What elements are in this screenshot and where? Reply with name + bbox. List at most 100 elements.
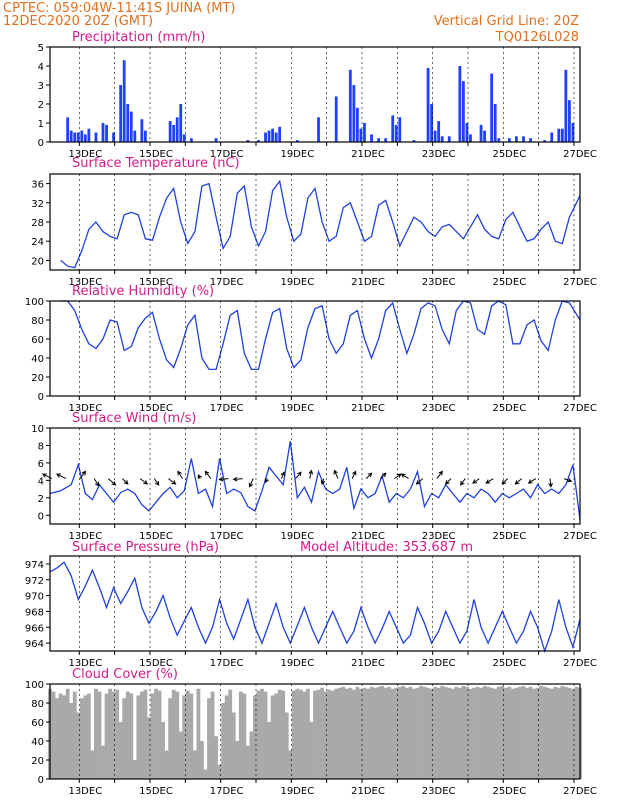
cloud-bar <box>108 688 112 779</box>
x-tick-label: 25DEC <box>492 277 526 288</box>
cloud-bar <box>546 687 551 779</box>
x-tick-label: 25DEC <box>492 658 526 669</box>
x-tick-label: 13DEC <box>68 786 102 797</box>
precip-bar <box>73 132 77 142</box>
precip-bar <box>76 132 80 142</box>
precip-bar <box>267 130 271 142</box>
cloud-bar <box>447 687 452 779</box>
cloud-bar <box>115 689 120 779</box>
precip-bar <box>564 69 568 142</box>
humidity-title: Relative Humidity (%) <box>72 284 214 299</box>
precip-bar <box>391 115 395 142</box>
wind-panel: 0 2 4 6 8 10 13DEC 15DEC 17DEC 19DEC 21DEC 23DEC 25D… <box>31 424 597 542</box>
x-tick-label: 15DEC <box>139 531 173 542</box>
cloud-bar <box>486 686 491 779</box>
cloud-bar <box>454 686 459 779</box>
y-tick-label: 2 <box>38 494 44 505</box>
precip-panel: 0 1 2 3 4 5 13DEC 15DEC 17DEC 19DEC 21DEC 23DEC 25DE… <box>38 43 597 160</box>
precip-bar <box>144 130 147 142</box>
precip-bar <box>426 67 430 142</box>
precip-bar <box>394 124 398 142</box>
precip-bar <box>105 124 108 142</box>
cloud-bar <box>284 712 289 779</box>
cloud-bar <box>359 688 363 779</box>
x-tick-label: 19DEC <box>280 531 314 542</box>
cloud-bar <box>76 712 81 779</box>
cloud-bar <box>549 688 554 779</box>
pres-panel: 964 966 968 970 972 974 13DEC 15DEC 17DEC 19DEC 21… <box>25 555 597 669</box>
cloud-title: Cloud Cover (%) <box>72 667 178 682</box>
cloud-bar <box>330 690 335 779</box>
y-tick-label: 80 <box>31 699 44 710</box>
precip-bar <box>87 128 91 142</box>
wind-arrow <box>295 471 302 479</box>
wind-arrow <box>107 478 117 486</box>
x-tick-label: 15DEC <box>139 403 173 414</box>
cloud-bar <box>101 745 105 779</box>
cloud-bar <box>298 689 303 779</box>
cloud-bar <box>196 688 201 779</box>
precip-bar <box>122 60 126 142</box>
x-tick-label: 23DEC <box>422 149 456 160</box>
precip-bar <box>447 136 451 142</box>
x-tick-label: 19DEC <box>280 277 314 288</box>
wind-arrow <box>527 478 537 484</box>
cloud-bar <box>136 695 141 779</box>
cloud-bar <box>535 687 540 779</box>
x-tick-label: 27DEC <box>563 658 597 669</box>
x-tick-label: 13DEC <box>68 658 102 669</box>
cloud-bar <box>302 691 307 779</box>
cloud-bar <box>171 689 176 779</box>
cloud-bar <box>72 691 77 779</box>
cloud-bar <box>419 685 423 779</box>
header-station: CPTEC: 059:04W-11:41S JUINA (MT) <box>3 1 236 16</box>
y-tick-label: 60 <box>31 335 44 346</box>
wind-arrow <box>248 478 254 488</box>
rh-line <box>60 300 581 371</box>
cloud-bar <box>94 688 98 779</box>
y-tick-label: 32 <box>31 199 44 210</box>
panels: 0 1 2 3 4 5 13DEC 15DEC 17DEC 19DEC 21DEC 23DEC 25DE… <box>25 43 597 797</box>
wind-arrow <box>380 472 387 479</box>
cloud-bar <box>164 750 169 779</box>
y-tick-label: 6 <box>38 459 44 470</box>
cloud-bar <box>503 687 508 779</box>
x-tick-label: 25DEC <box>492 786 526 797</box>
cloud-bar <box>263 691 268 779</box>
y-tick-label: 28 <box>31 218 44 229</box>
cloud-bar <box>355 686 360 779</box>
cloud-bar <box>267 722 271 779</box>
precip-bar <box>507 138 511 142</box>
y-tick-label: 20 <box>31 256 44 267</box>
header-grid-line: Vertical Grid Line: 20Z <box>434 14 579 29</box>
precip-bar <box>257 140 260 142</box>
pres-line <box>49 561 581 654</box>
wind-frame <box>49 427 581 525</box>
precip-bar <box>437 121 441 142</box>
cloud-bar <box>422 686 427 779</box>
cloud-bar <box>150 693 155 779</box>
cloud-bar <box>408 686 413 779</box>
y-tick-label: 4 <box>38 62 44 73</box>
precip-bar <box>214 138 218 142</box>
pres-frame <box>49 555 581 652</box>
cloud-bar <box>323 691 328 779</box>
cloud-bar <box>242 693 247 779</box>
cloud-bar <box>207 698 211 779</box>
x-tick-label: 13DEC <box>68 531 102 542</box>
cloud-bar <box>214 736 218 779</box>
precip-bar <box>433 130 437 142</box>
cloud-bar <box>539 685 544 779</box>
precip-bar <box>398 117 402 142</box>
cloud-bar <box>401 685 406 779</box>
cloud-bar <box>203 769 208 779</box>
cloud-bar <box>415 687 420 779</box>
precip-bar <box>112 132 115 142</box>
x-tick-label: 19DEC <box>280 403 314 414</box>
precip-bar <box>557 128 561 142</box>
y-tick-label: 0 <box>38 511 44 522</box>
y-tick-label: 0 <box>38 138 44 149</box>
x-tick-label: 23DEC <box>422 531 456 542</box>
precip-bar <box>126 104 130 142</box>
cloud-bar <box>436 687 441 779</box>
